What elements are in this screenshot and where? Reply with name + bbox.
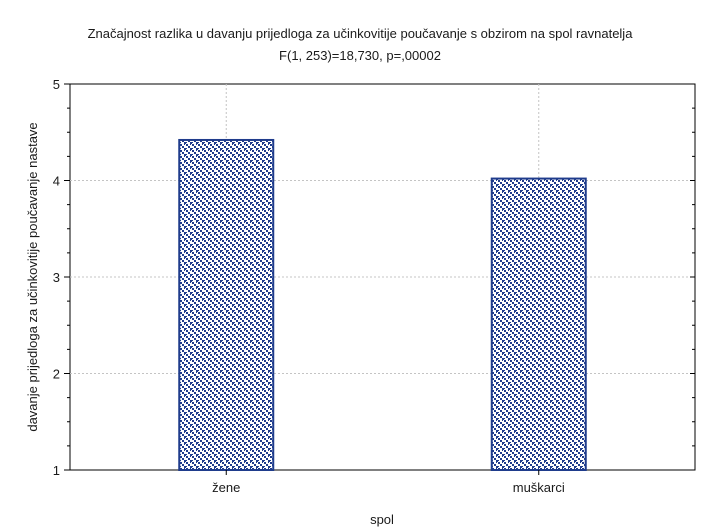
x-tick-label: žene bbox=[212, 480, 240, 495]
y-tick-label: 1 bbox=[53, 463, 60, 478]
y-tick-label: 4 bbox=[53, 174, 60, 189]
y-axis: 1 2 3 4 5 bbox=[53, 77, 695, 478]
chart-subtitle: F(1, 253)=18,730, p=,00002 bbox=[279, 48, 441, 63]
bar-1 bbox=[490, 177, 587, 471]
y-axis-label: davanje prijedloga za učinkovitije pouča… bbox=[25, 122, 40, 431]
bar-0 bbox=[178, 138, 275, 471]
x-axis: žene muškarci bbox=[212, 470, 565, 495]
x-tick-label: muškarci bbox=[513, 480, 565, 495]
bars bbox=[178, 138, 587, 471]
y-tick-label: 5 bbox=[53, 77, 60, 92]
x-axis-label: spol bbox=[370, 512, 394, 527]
chart-title: Značajnost razlika u davanju prijedloga … bbox=[88, 26, 634, 41]
y-tick-label: 3 bbox=[53, 270, 60, 285]
y-tick-label: 2 bbox=[53, 367, 60, 382]
